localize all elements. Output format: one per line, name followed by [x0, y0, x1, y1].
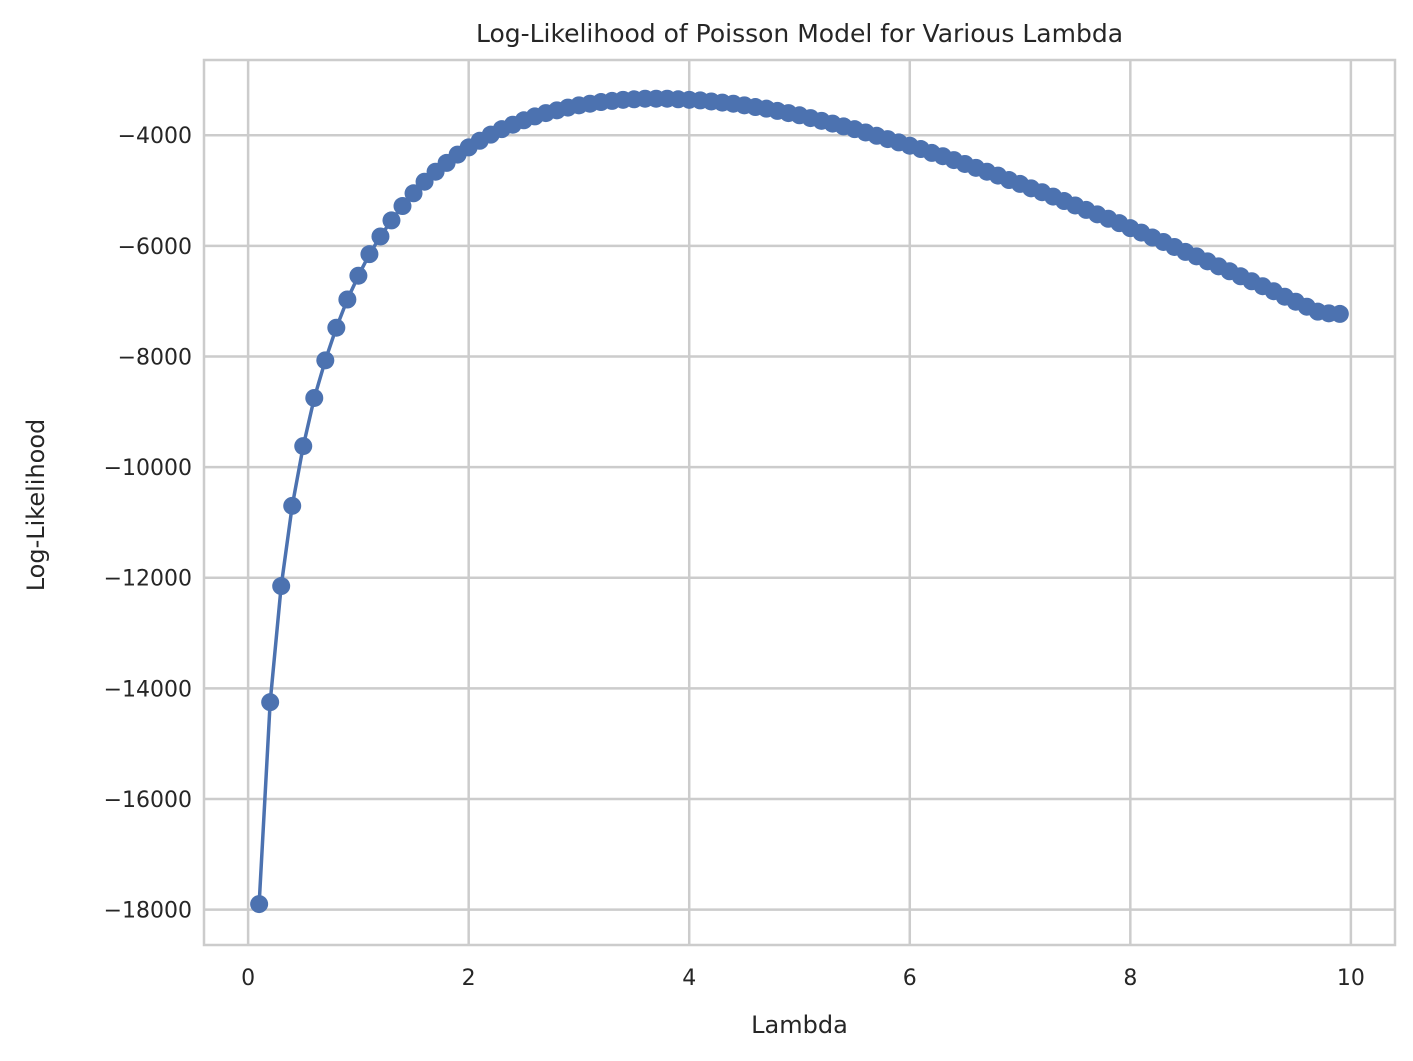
data-point [305, 388, 324, 407]
data-point [371, 227, 390, 246]
x-tick-label: 4 [682, 966, 696, 991]
data-point [294, 437, 313, 456]
x-tick-label: 2 [462, 966, 476, 991]
data-point [1330, 304, 1349, 323]
x-tick-label: 6 [903, 966, 917, 991]
data-point [393, 197, 412, 216]
y-tick-label: −18000 [104, 899, 192, 924]
x-gridlines [246, 60, 1353, 945]
data-point [404, 184, 423, 203]
series-layer [250, 89, 1349, 914]
x-tick-label: 0 [241, 966, 255, 991]
y-tick-label: −6000 [118, 235, 192, 260]
data-point [316, 351, 335, 370]
data-point [283, 496, 302, 515]
y-tick-label: −4000 [118, 124, 192, 149]
data-point [272, 577, 291, 596]
data-point [349, 266, 368, 285]
plot-frame [202, 58, 1397, 947]
x-tick-label: 10 [1337, 966, 1365, 991]
data-point [360, 245, 379, 264]
y-tick-label: −16000 [104, 788, 192, 813]
y-tick-label: −14000 [104, 677, 192, 702]
y-gridlines [204, 133, 1395, 911]
y-tick-labels: −18000 −16000 −14000 −12000 −10000 −8000 −6000… [104, 124, 192, 923]
x-tick-labels: 0 2 4 6 8 10 [241, 966, 1365, 991]
y-tick-label: −12000 [104, 567, 192, 592]
data-point [261, 693, 280, 712]
data-point [250, 895, 269, 914]
plot-area [204, 60, 1395, 945]
y-tick-label: −8000 [118, 345, 192, 370]
y-axis-title: Log-Likelihood [22, 419, 50, 592]
x-tick-label: 8 [1123, 966, 1137, 991]
chart-title: Log-Likelihood of Poisson Model for Vari… [476, 19, 1123, 48]
y-tick-label: −10000 [104, 456, 192, 481]
data-point [338, 290, 357, 309]
x-axis-title: Lambda [751, 1011, 848, 1039]
data-point [327, 318, 346, 337]
data-point [382, 211, 401, 230]
